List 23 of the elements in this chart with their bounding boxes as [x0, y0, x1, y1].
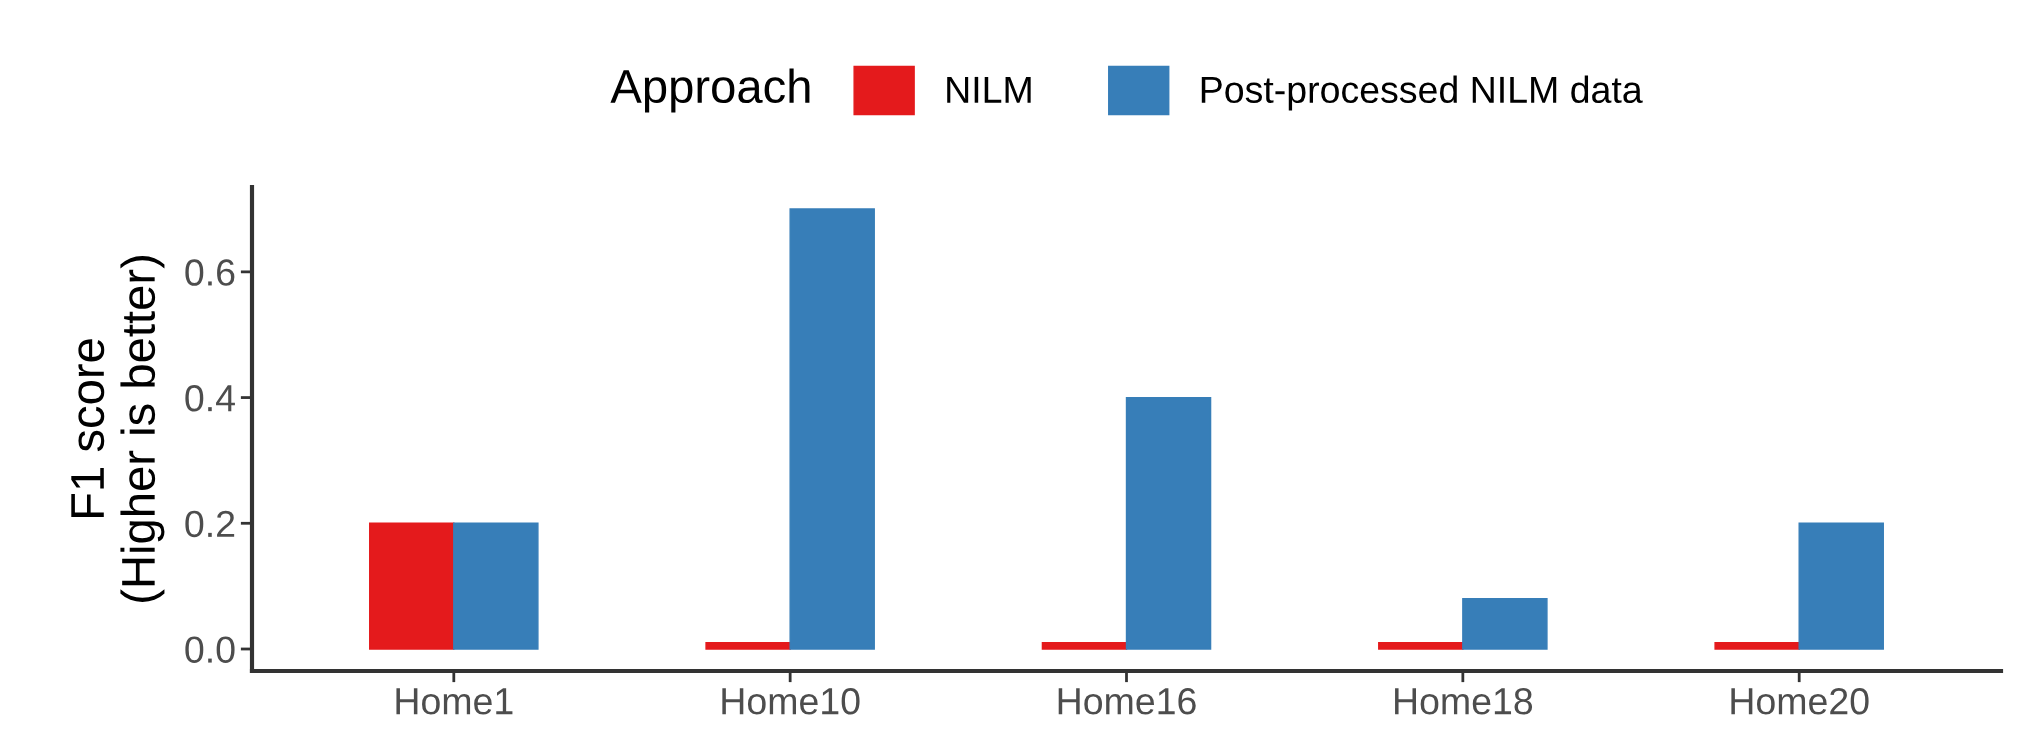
y-tick-label: 0.2 — [185, 510, 235, 538]
legend-title: Approach — [610, 68, 810, 113]
bar — [369, 522, 455, 650]
x-tick-label: Home16 — [1058, 687, 1196, 715]
bar — [1125, 396, 1212, 650]
bar — [1378, 642, 1464, 650]
legend-label: Post-processed NILM data — [1201, 75, 1643, 111]
bar — [1714, 642, 1800, 650]
x-tick-label: Home1 — [396, 688, 513, 715]
y-tick-label: 0.4 — [185, 384, 235, 412]
bar — [1041, 642, 1128, 650]
x-tick-label: Home18 — [1395, 687, 1533, 715]
bar — [705, 642, 791, 650]
y-axis-title: F1 score (Higher is better) — [71, 256, 165, 602]
legend-label: NILM — [947, 76, 1031, 103]
bar — [1798, 522, 1884, 650]
bar — [1462, 598, 1548, 650]
bar — [789, 208, 875, 650]
y-tick-label: 0.0 — [185, 636, 235, 663]
x-tick-label: Home10 — [722, 687, 860, 715]
bar — [453, 522, 539, 650]
x-tick-label: Home20 — [1731, 687, 1869, 715]
y-tick-label: 0.6 — [185, 259, 235, 286]
